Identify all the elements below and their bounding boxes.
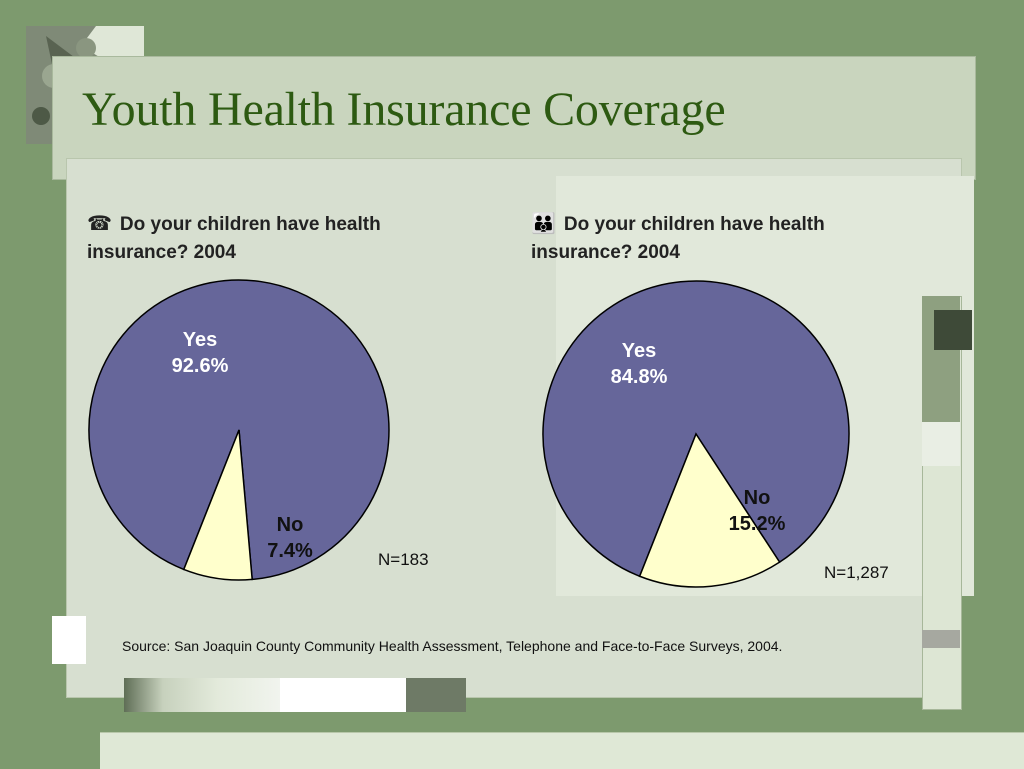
bottom-band	[100, 732, 1024, 769]
pie-right-slice-no	[638, 432, 781, 588]
pie-left-label-no: No 7.4%	[267, 514, 313, 562]
family-icon: 👪	[531, 213, 556, 235]
chart-left-title: ☎ Do your children have health insurance?…	[87, 213, 381, 263]
chart-right-title: 👪 Do your children have health insurance?…	[531, 213, 825, 263]
pie-left-slice-no	[182, 429, 253, 581]
pie-left-n-label: N=183	[378, 550, 429, 569]
bottom-dark-bar	[406, 678, 466, 712]
right-strip-light-block	[922, 422, 960, 466]
pie-right-label-no: No 15.2%	[728, 487, 786, 535]
pie-right-n-label: N=1,287	[824, 563, 889, 582]
source-note: Source: San Joaquin County Community Hea…	[122, 638, 783, 654]
pie-right-slice-yes	[542, 280, 850, 578]
pie-left-label-yes: Yes 92.6%	[171, 329, 229, 377]
pie-left-slice-yes	[88, 279, 390, 581]
bottom-white-bar	[280, 678, 406, 712]
slide-title: Youth Health Insurance Coverage	[82, 83, 726, 136]
telephone-icon: ☎	[87, 213, 112, 235]
bottom-photo-strip	[124, 678, 280, 712]
right-strip-gray-bar	[922, 630, 960, 648]
white-block-bottom-left	[52, 616, 86, 664]
pie-right-label-yes: Yes 84.8%	[610, 340, 668, 388]
dark-square	[934, 310, 972, 350]
